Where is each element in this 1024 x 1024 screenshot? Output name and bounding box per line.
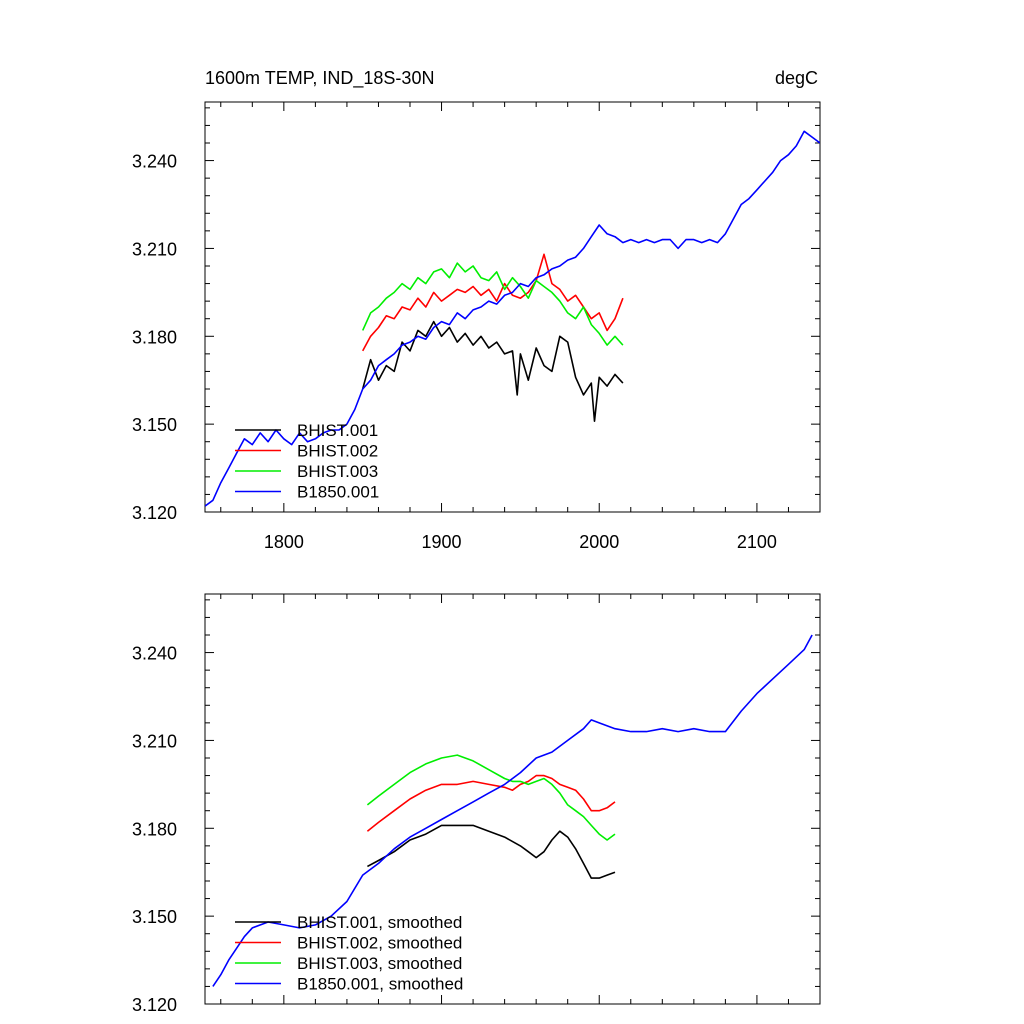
plot-frame [204, 101, 821, 513]
y-tick-label: 3.150 [132, 907, 177, 927]
x-tick-label: 1800 [264, 532, 304, 552]
y-tick-label: 3.210 [132, 731, 177, 751]
y-tick-label: 3.240 [132, 644, 177, 664]
legend-label: B1850.001, smoothed [297, 975, 463, 994]
series-line-1 [361, 320, 624, 423]
chart-panel-2: 3.120 3.150 3.180 3.210 3.240 BHIST.001, smoo… [132, 593, 821, 1015]
legend-label: BHIST.001 [297, 421, 378, 440]
y-tick-label: 3.150 [132, 415, 177, 435]
units-label: degC [775, 68, 818, 88]
series-line-4 [212, 634, 813, 987]
series-group [205, 130, 820, 507]
series-line-3 [361, 262, 624, 346]
y-tick-label: 3.240 [132, 152, 177, 172]
series-line-2 [366, 774, 616, 832]
x-tick-label: 1900 [422, 532, 462, 552]
y-tick-label: 3.210 [132, 239, 177, 259]
legend-label: B1850.001 [297, 483, 379, 502]
y-tick-label: 3.120 [132, 503, 177, 523]
legend-label: BHIST.002 [297, 442, 378, 461]
legend-label: BHIST.002, smoothed [297, 934, 462, 953]
y-tick-label: 3.120 [132, 995, 177, 1015]
legend-label: BHIST.001, smoothed [297, 913, 462, 932]
series-line-1 [367, 824, 616, 879]
legend-label: BHIST.003 [297, 462, 378, 481]
chart-panel-1: 1800 1900 2000 2100 3.120 3.150 3.180 3.210 3.24… [132, 68, 821, 552]
chart-title: 1600m TEMP, IND_18S-30N [205, 68, 434, 89]
y-tick-label: 3.180 [132, 327, 177, 347]
y-tick-label: 3.180 [132, 819, 177, 839]
x-tick-label: 2100 [737, 532, 777, 552]
legend: BHIST.001, smoothed BHIST.002, smoothedBH… [235, 913, 463, 994]
series-line-4 [205, 130, 820, 507]
x-tick-label: 2000 [579, 532, 619, 552]
series-line-2 [361, 253, 624, 352]
series-group [212, 634, 813, 987]
plot-frame [204, 593, 821, 1005]
series-line-3 [366, 754, 616, 841]
legend-label: BHIST.003, smoothed [297, 954, 462, 973]
